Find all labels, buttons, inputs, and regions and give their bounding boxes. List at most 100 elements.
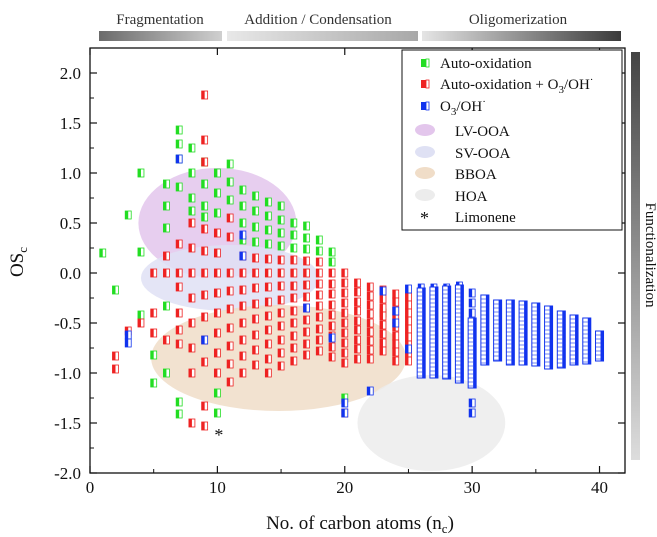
oligomer-strip (544, 305, 554, 370)
point-auto-oxidation (315, 246, 323, 256)
oligomer-strip (454, 284, 464, 384)
point-auto-oxidation-o3-oh (405, 292, 412, 302)
point-fill (214, 209, 218, 217)
point-fill (265, 298, 269, 306)
point-fill (405, 325, 409, 333)
point-auto-oxidation-o3-oh (175, 325, 183, 335)
oligomer-strip (595, 330, 605, 362)
point-auto-oxidation-o3-oh (328, 342, 336, 352)
legend-marker-limonene: * (420, 208, 429, 228)
point-o3-oh (239, 251, 247, 261)
point-auto-oxidation-o3-oh (405, 300, 412, 310)
point-auto-oxidation-o3-oh (328, 279, 336, 289)
point-fill (252, 300, 256, 308)
point-fill (341, 359, 345, 367)
point-fill (290, 282, 294, 290)
point-fill (316, 313, 320, 321)
point-auto-oxidation-o3-oh (163, 335, 170, 345)
oligomer-strip (493, 299, 503, 362)
point-o3-oh (468, 298, 476, 308)
oligomer-strip (531, 302, 541, 367)
point-auto-oxidation (264, 239, 272, 249)
point-fill (163, 369, 167, 377)
point-fill (252, 238, 256, 246)
point-fill (278, 336, 282, 344)
point-fill (316, 325, 320, 333)
legend-marker-auto-oxidation-o3oh (421, 80, 426, 88)
point-auto-oxidation-o3-oh (315, 301, 323, 311)
point-auto-oxidation-o3-oh (341, 328, 349, 338)
point-auto-oxidation-o3-oh (379, 329, 387, 339)
point-fill (354, 307, 358, 315)
point-fill (354, 345, 358, 353)
point-auto-oxidation (303, 233, 310, 243)
point-auto-oxidation-o3-oh (201, 157, 209, 167)
point-auto-oxidation-o3-oh (315, 346, 323, 356)
strip-fill (473, 318, 477, 388)
legend-marker-auto-oxidation (421, 59, 426, 67)
point-auto-oxidation (188, 168, 196, 178)
strip-fill (549, 306, 553, 369)
point-fill (367, 346, 371, 354)
point-auto-oxidation-o3-oh (201, 421, 209, 431)
functionalization-bar-group: Functionalization (631, 52, 657, 460)
point-auto-oxidation-o3-oh (277, 321, 285, 331)
point-auto-oxidation-o3-oh (315, 335, 323, 345)
point-fill (341, 394, 345, 402)
point-fill (316, 269, 320, 277)
point-auto-oxidation (163, 223, 170, 233)
point-fill (278, 309, 282, 317)
point-fill (176, 340, 180, 348)
point-auto-oxidation-o3-oh (366, 354, 374, 364)
point-auto-oxidation (137, 310, 145, 320)
point-auto-oxidation-o3-oh (341, 338, 349, 348)
point-auto-oxidation (163, 201, 170, 211)
point-fill (405, 345, 409, 353)
point-auto-oxidation (264, 211, 272, 221)
limonene-point: * (214, 425, 223, 445)
point-fill (316, 347, 320, 355)
point-fill (201, 91, 205, 99)
point-fill (201, 202, 205, 210)
point-fill (341, 309, 345, 317)
point-fill (227, 233, 231, 241)
point-fill (227, 178, 231, 186)
point-fill (367, 319, 371, 327)
point-fill (265, 355, 269, 363)
point-auto-oxidation-o3-oh (290, 306, 298, 316)
point-auto-oxidation-o3-oh (315, 279, 323, 289)
point-auto-oxidation (290, 230, 298, 240)
functionalization-bar (631, 52, 640, 460)
point-fill (137, 169, 141, 177)
point-auto-oxidation (175, 139, 183, 149)
oligomer-strip (442, 285, 452, 380)
point-o3-oh (124, 338, 132, 348)
point-fill (405, 301, 409, 309)
x-tick-label: 10 (209, 478, 226, 497)
strip-fill (485, 295, 489, 365)
point-fill (214, 369, 218, 377)
point-fill (188, 169, 192, 177)
point-fill (341, 289, 345, 297)
point-auto-oxidation-o3-oh (252, 268, 259, 278)
point-auto-oxidation (112, 285, 119, 295)
point-auto-oxidation-o3-oh (366, 318, 374, 328)
point-fill (278, 229, 282, 237)
point-fill (316, 247, 320, 255)
point-auto-oxidation-o3-oh (405, 324, 412, 334)
point-fill (99, 249, 103, 257)
point-auto-oxidation-o3-oh (239, 301, 247, 311)
point-auto-oxidation-o3-oh (252, 314, 259, 324)
point-fill (227, 305, 231, 313)
point-auto-oxidation-o3-oh (405, 308, 412, 318)
point-auto-oxidation-o3-oh (354, 297, 361, 307)
legend-label-bboa: BBOA (455, 167, 497, 183)
point-fill (163, 302, 167, 310)
strip-fill (498, 300, 502, 361)
point-fill (265, 198, 269, 206)
point-fill (392, 298, 396, 306)
point-fill (265, 369, 269, 377)
point-auto-oxidation-o3-oh (175, 282, 183, 292)
point-auto-oxidation-o3-oh (112, 351, 119, 361)
point-auto-oxidation (252, 237, 259, 247)
